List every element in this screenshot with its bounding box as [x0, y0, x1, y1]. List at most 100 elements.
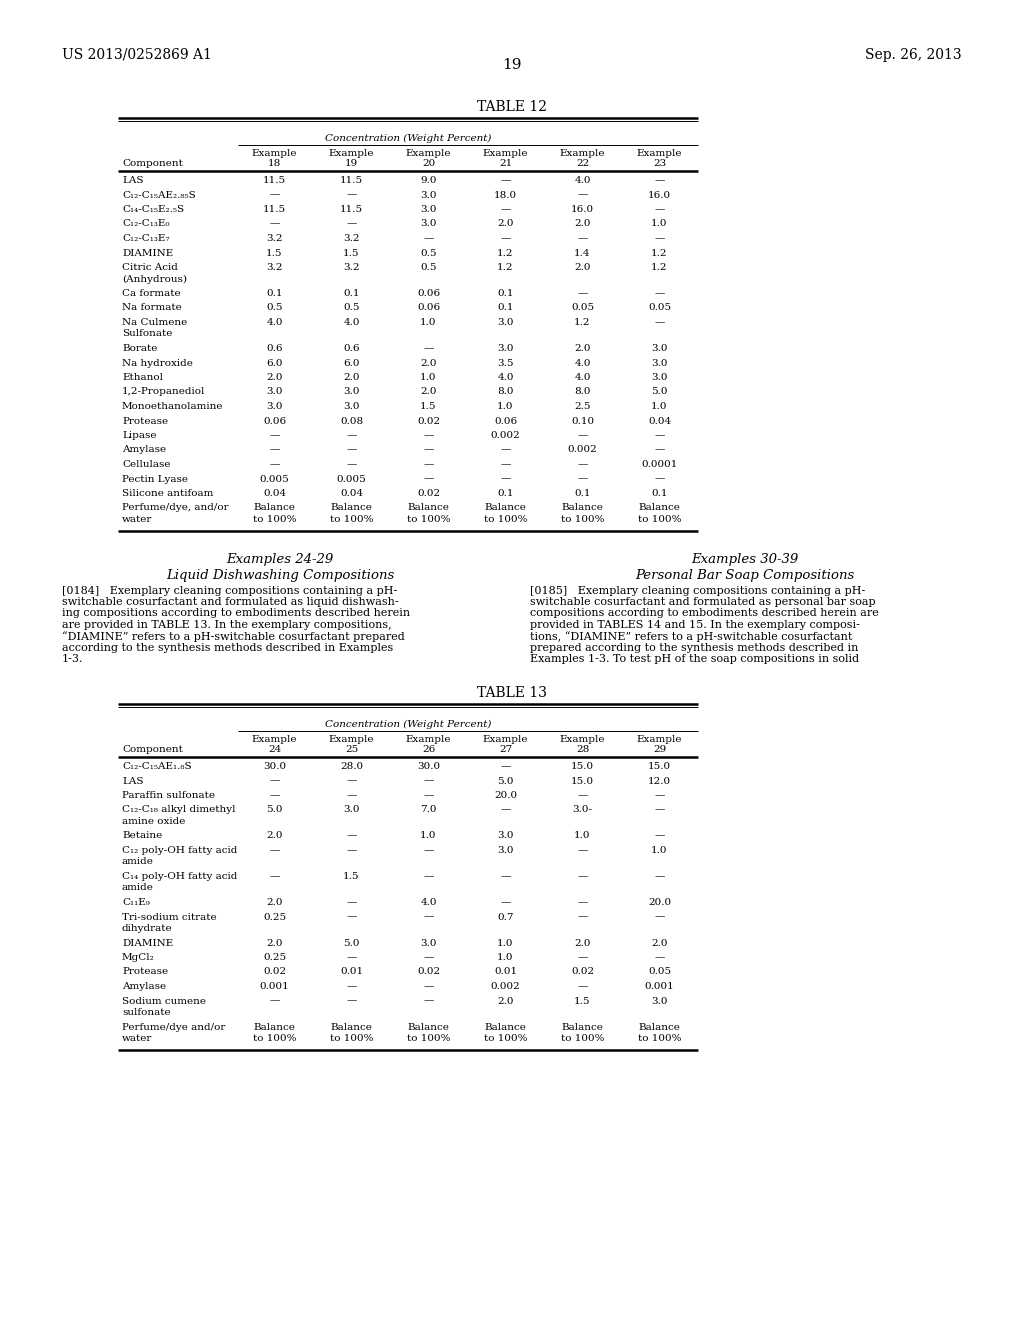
Text: 5.0: 5.0 — [651, 388, 668, 396]
Text: 0.1: 0.1 — [574, 488, 591, 498]
Text: 5.0: 5.0 — [343, 939, 359, 948]
Text: 0.25: 0.25 — [263, 912, 286, 921]
Text: —: — — [346, 776, 356, 785]
Text: 3.0: 3.0 — [266, 403, 283, 411]
Text: are provided in TABLE 13. In the exemplary compositions,: are provided in TABLE 13. In the exempla… — [62, 620, 391, 630]
Text: Borate: Borate — [122, 345, 158, 352]
Text: 0.5: 0.5 — [343, 304, 359, 313]
Text: —: — — [578, 846, 588, 855]
Text: —: — — [269, 873, 280, 880]
Text: 3.0: 3.0 — [343, 805, 359, 814]
Text: 3.0: 3.0 — [651, 374, 668, 381]
Text: —: — — [578, 873, 588, 880]
Text: 4.0: 4.0 — [574, 176, 591, 185]
Text: 3.0: 3.0 — [651, 359, 668, 367]
Text: Example: Example — [252, 735, 297, 744]
Text: 1.0: 1.0 — [498, 403, 514, 411]
Text: compositions according to embodiments described herein are: compositions according to embodiments de… — [530, 609, 879, 619]
Text: 0.04: 0.04 — [263, 488, 286, 498]
Text: —: — — [269, 432, 280, 440]
Text: C₁₄-C₁₅E₂.₅S: C₁₄-C₁₅E₂.₅S — [122, 205, 184, 214]
Text: to 100%: to 100% — [638, 1034, 681, 1043]
Text: 5.0: 5.0 — [266, 805, 283, 814]
Text: —: — — [578, 432, 588, 440]
Text: ing compositions according to embodiments described herein: ing compositions according to embodiment… — [62, 609, 411, 619]
Text: water: water — [122, 1034, 153, 1043]
Text: —: — — [269, 776, 280, 785]
Text: amide: amide — [122, 883, 154, 892]
Text: TABLE 13: TABLE 13 — [477, 686, 547, 700]
Text: —: — — [654, 873, 665, 880]
Text: —: — — [654, 234, 665, 243]
Text: —: — — [578, 190, 588, 199]
Text: 29: 29 — [653, 744, 667, 754]
Text: 12.0: 12.0 — [648, 776, 671, 785]
Text: Concentration (Weight Percent): Concentration (Weight Percent) — [325, 135, 492, 143]
Text: (Anhydrous): (Anhydrous) — [122, 275, 187, 284]
Text: C₁₂-C₁₅AE₂.₈₅S: C₁₂-C₁₅AE₂.₈₅S — [122, 190, 196, 199]
Text: —: — — [423, 982, 434, 991]
Text: —: — — [501, 898, 511, 907]
Text: 2.0: 2.0 — [574, 219, 591, 228]
Text: 26: 26 — [422, 744, 435, 754]
Text: Example: Example — [560, 735, 605, 744]
Text: —: — — [423, 776, 434, 785]
Text: 3.0-: 3.0- — [572, 805, 593, 814]
Text: 0.1: 0.1 — [498, 488, 514, 498]
Text: 2.0: 2.0 — [266, 939, 283, 948]
Text: Sodium cumene: Sodium cumene — [122, 997, 206, 1006]
Text: —: — — [423, 997, 434, 1006]
Text: LAS: LAS — [122, 776, 143, 785]
Text: 21: 21 — [499, 158, 512, 168]
Text: 1.5: 1.5 — [266, 248, 283, 257]
Text: —: — — [423, 846, 434, 855]
Text: 1.0: 1.0 — [651, 846, 668, 855]
Text: 0.04: 0.04 — [340, 488, 364, 498]
Text: 0.6: 0.6 — [343, 345, 359, 352]
Text: Monoethanolamine: Monoethanolamine — [122, 403, 223, 411]
Text: 2.0: 2.0 — [420, 359, 437, 367]
Text: 2.0: 2.0 — [498, 219, 514, 228]
Text: dihydrate: dihydrate — [122, 924, 173, 933]
Text: —: — — [346, 997, 356, 1006]
Text: 16.0: 16.0 — [648, 190, 671, 199]
Text: 1.0: 1.0 — [420, 374, 437, 381]
Text: 0.5: 0.5 — [266, 304, 283, 313]
Text: 30.0: 30.0 — [417, 762, 440, 771]
Text: —: — — [346, 832, 356, 841]
Text: Example: Example — [637, 149, 682, 158]
Text: 0.08: 0.08 — [340, 417, 364, 425]
Text: —: — — [269, 997, 280, 1006]
Text: 6.0: 6.0 — [266, 359, 283, 367]
Text: 3.0: 3.0 — [498, 846, 514, 855]
Text: 0.002: 0.002 — [490, 982, 520, 991]
Text: —: — — [423, 953, 434, 962]
Text: switchable cosurfactant and formulated as liquid dishwash-: switchable cosurfactant and formulated a… — [62, 597, 398, 607]
Text: —: — — [423, 912, 434, 921]
Text: —: — — [501, 474, 511, 483]
Text: 16.0: 16.0 — [571, 205, 594, 214]
Text: 11.5: 11.5 — [340, 205, 364, 214]
Text: 3.0: 3.0 — [420, 939, 437, 948]
Text: —: — — [501, 446, 511, 454]
Text: Component: Component — [122, 158, 183, 168]
Text: Balance: Balance — [639, 1023, 680, 1031]
Text: 1.5: 1.5 — [343, 248, 359, 257]
Text: US 2013/0252869 A1: US 2013/0252869 A1 — [62, 48, 212, 62]
Text: 3.0: 3.0 — [498, 318, 514, 327]
Text: 11.5: 11.5 — [263, 205, 286, 214]
Text: 2.5: 2.5 — [574, 403, 591, 411]
Text: 2.0: 2.0 — [266, 898, 283, 907]
Text: 0.01: 0.01 — [340, 968, 364, 977]
Text: —: — — [654, 176, 665, 185]
Text: —: — — [654, 474, 665, 483]
Text: 18: 18 — [268, 158, 282, 168]
Text: to 100%: to 100% — [330, 1034, 374, 1043]
Text: 9.0: 9.0 — [420, 176, 437, 185]
Text: —: — — [578, 234, 588, 243]
Text: Example: Example — [406, 149, 452, 158]
Text: 4.0: 4.0 — [420, 898, 437, 907]
Text: 0.05: 0.05 — [648, 304, 671, 313]
Text: Example: Example — [406, 735, 452, 744]
Text: Protease: Protease — [122, 417, 168, 425]
